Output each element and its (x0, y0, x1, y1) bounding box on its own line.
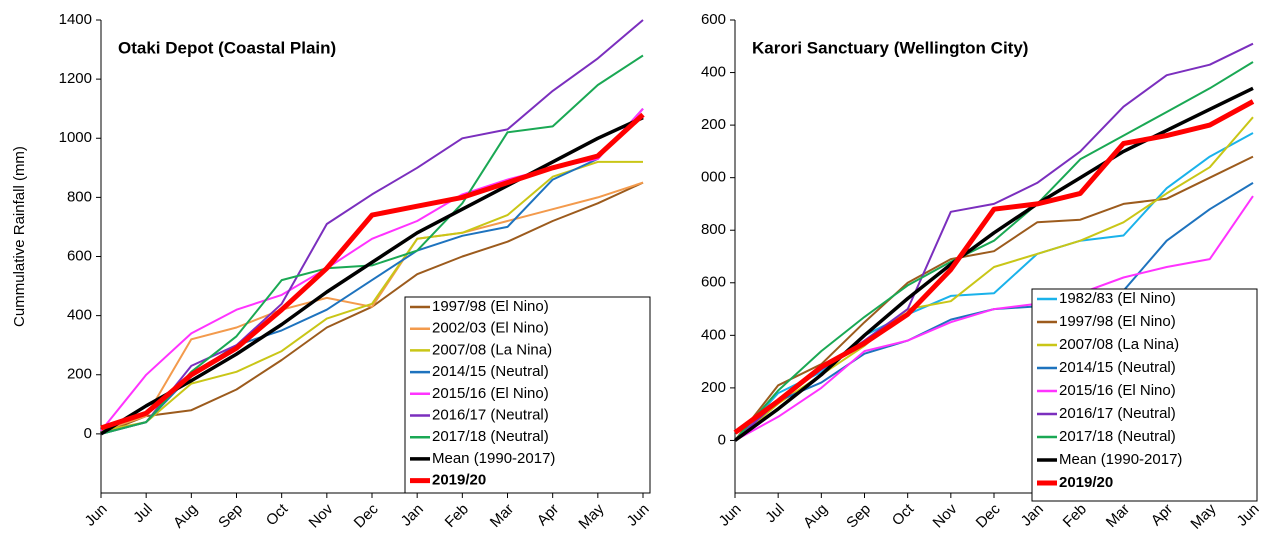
y-tick-label: 400 (701, 326, 726, 343)
legend-label: 2017/18 (Neutral) (1059, 428, 1176, 445)
y-tick-label: 1400 (59, 11, 92, 28)
legend-box (1031, 288, 1258, 502)
x-tick-label: Mar (487, 501, 517, 531)
x-tick-label: Jun (716, 501, 745, 530)
series-line (100, 54, 644, 435)
series-line (734, 132, 1254, 442)
legend-label: 1997/98 (El Nino) (1059, 313, 1176, 330)
x-tick-label: Sep (843, 501, 874, 532)
x-tick-label: Oct (889, 500, 918, 529)
legend-label: 2014/15 (Neutral) (432, 363, 549, 380)
y-tick-label: 1200 (59, 70, 92, 87)
chart-title: Karori Sanctuary (Wellington City) (752, 38, 1028, 57)
legend-label: 2014/15 (Neutral) (1059, 359, 1176, 376)
y-tick-label: 200 (701, 116, 726, 133)
x-tick-label: Jul (762, 501, 788, 527)
legend-label: 2002/03 (El Nino) (432, 320, 549, 337)
x-tick-label: Apr (534, 501, 563, 530)
x-tick-label: Aug (800, 501, 831, 532)
y-tick-label: 400 (67, 307, 92, 324)
x-tick-label: Mar (1103, 501, 1133, 531)
x-tick-label: Dec (973, 500, 1004, 531)
y-tick-label: 200 (701, 379, 726, 396)
x-tick-label: Oct (263, 500, 292, 529)
x-tick-label: Feb (442, 501, 472, 531)
legend-box (404, 296, 651, 494)
legend-label: 1997/98 (El Nino) (432, 298, 549, 315)
series-line (100, 19, 644, 435)
y-tick-label: 600 (701, 11, 726, 28)
series-line (734, 61, 1254, 442)
legend-label: 1982/83 (El Nino) (1059, 290, 1176, 307)
series-line (100, 116, 644, 436)
x-tick-label: May (1187, 500, 1219, 532)
legend-label: 2007/08 (La Nina) (432, 341, 552, 358)
x-tick-label: Jul (130, 501, 156, 527)
legend-label: Mean (1990-2017) (1059, 451, 1182, 468)
x-tick-label: Jun (82, 501, 111, 530)
legend-label: 2016/17 (Neutral) (432, 406, 549, 423)
x-tick-label: Sep (215, 501, 246, 532)
series-line (100, 160, 643, 432)
chart-title: Otaki Depot (Coastal Plain) (118, 38, 336, 57)
x-tick-label: Dec (351, 500, 382, 531)
x-tick-label: Nov (930, 500, 961, 531)
legend-label: 2015/16 (El Nino) (432, 385, 549, 402)
series-line (100, 181, 644, 432)
x-tick-label: Aug (170, 501, 201, 532)
series-line (733, 86, 1254, 442)
y-tick-label: 1000 (59, 129, 92, 146)
y-tick-label: 800 (701, 221, 726, 238)
series-line (734, 195, 1254, 442)
x-tick-label: Nov (306, 500, 337, 531)
y-tick-label: 0 (718, 431, 726, 448)
legend-label: 2007/08 (La Nina) (1059, 336, 1179, 353)
legend-label: 2017/18 (Neutral) (432, 428, 549, 445)
x-tick-label: Jan (398, 501, 427, 530)
y-axis-label: Cummulative Rainfall (mm) (11, 146, 28, 327)
y-tick-label: 000 (701, 169, 726, 186)
x-tick-label: Apr (1148, 501, 1177, 530)
legend-label: 2015/16 (El Nino) (1059, 382, 1176, 399)
y-tick-label: 600 (67, 247, 92, 264)
y-tick-label: 600 (701, 274, 726, 291)
series-line (733, 99, 1255, 435)
y-tick-label: 200 (67, 366, 92, 383)
x-tick-label: Jun (624, 501, 653, 530)
y-tick-label: 800 (67, 188, 92, 205)
x-tick-label: Feb (1060, 501, 1090, 531)
legend-label: 2016/17 (Neutral) (1059, 405, 1176, 422)
x-tick-label: May (575, 500, 607, 532)
legend-label: 2019/20 (432, 472, 486, 489)
x-tick-label: Jun (1234, 501, 1263, 530)
series-line (100, 112, 645, 431)
y-tick-label: 400 (701, 64, 726, 81)
legend-label: Mean (1990-2017) (432, 450, 555, 467)
x-tick-label: Jan (1018, 501, 1047, 530)
y-tick-label: 0 (84, 425, 92, 442)
legend-label: 2019/20 (1059, 474, 1113, 491)
